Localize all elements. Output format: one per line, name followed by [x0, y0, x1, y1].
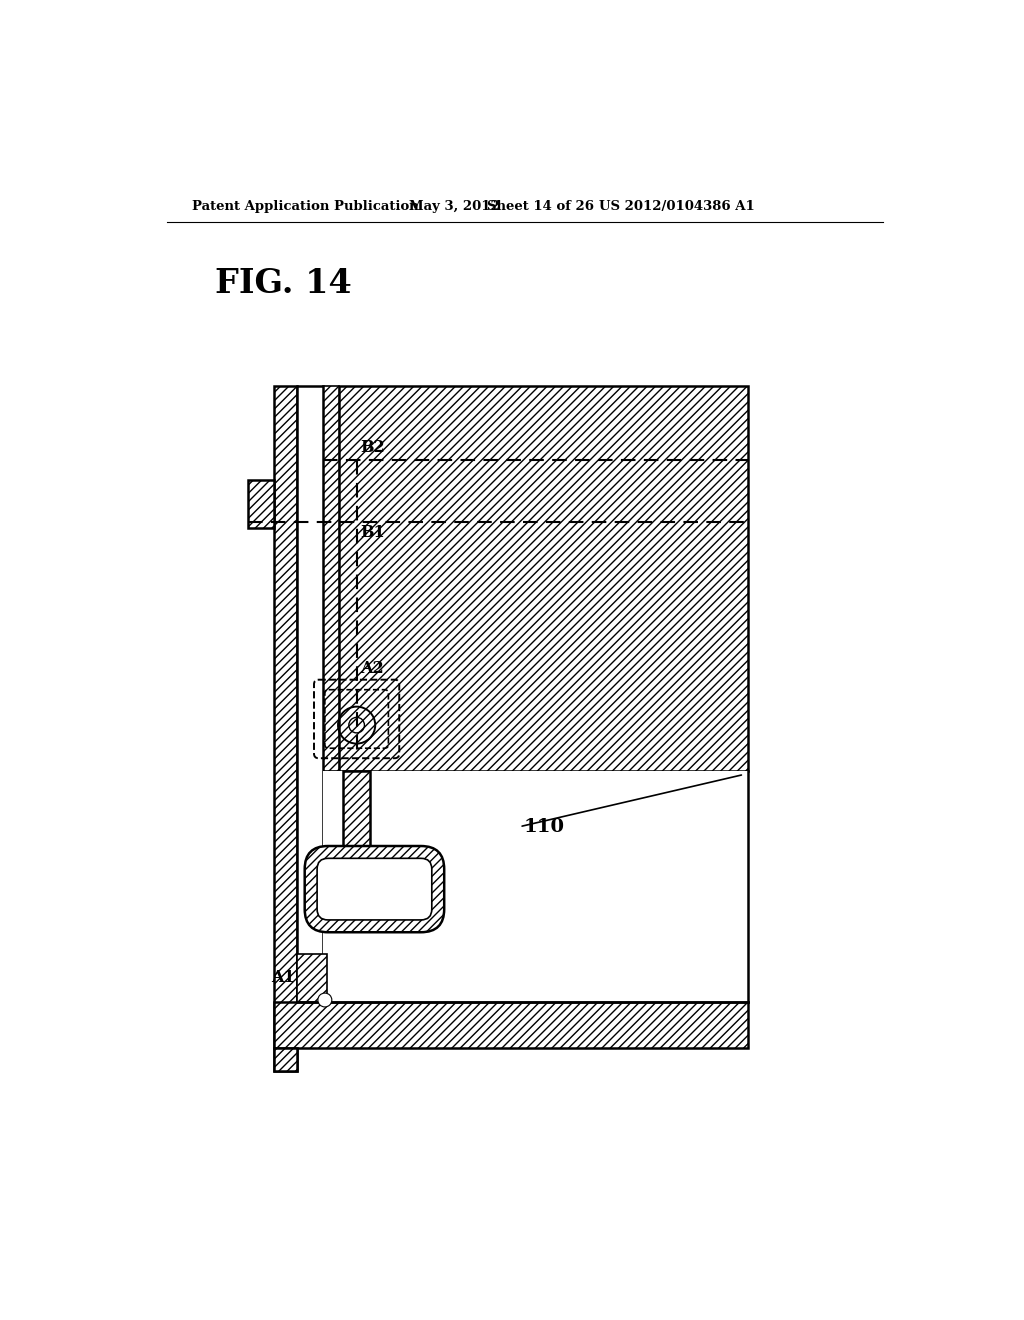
- Bar: [339, 385, 748, 771]
- Bar: [343, 771, 370, 846]
- Text: B1: B1: [360, 524, 385, 541]
- FancyBboxPatch shape: [317, 858, 432, 920]
- Text: A1: A1: [271, 969, 295, 986]
- Text: US 2012/0104386 A1: US 2012/0104386 A1: [599, 199, 755, 213]
- Bar: [324, 771, 748, 1002]
- Circle shape: [317, 993, 332, 1007]
- Bar: [273, 1002, 748, 1048]
- Text: FIG. 14: FIG. 14: [215, 267, 351, 300]
- Text: May 3, 2012: May 3, 2012: [410, 199, 500, 213]
- Text: A2: A2: [360, 660, 384, 677]
- Bar: [324, 385, 339, 771]
- Text: Patent Application Publication: Patent Application Publication: [191, 199, 418, 213]
- Bar: [273, 1048, 297, 1071]
- FancyBboxPatch shape: [305, 846, 444, 932]
- Text: 110: 110: [523, 818, 564, 836]
- Text: Sheet 14 of 26: Sheet 14 of 26: [486, 199, 594, 213]
- Bar: [297, 954, 328, 1002]
- Bar: [248, 480, 273, 528]
- Bar: [273, 385, 297, 1071]
- Bar: [297, 385, 324, 1002]
- Text: B2: B2: [360, 440, 385, 457]
